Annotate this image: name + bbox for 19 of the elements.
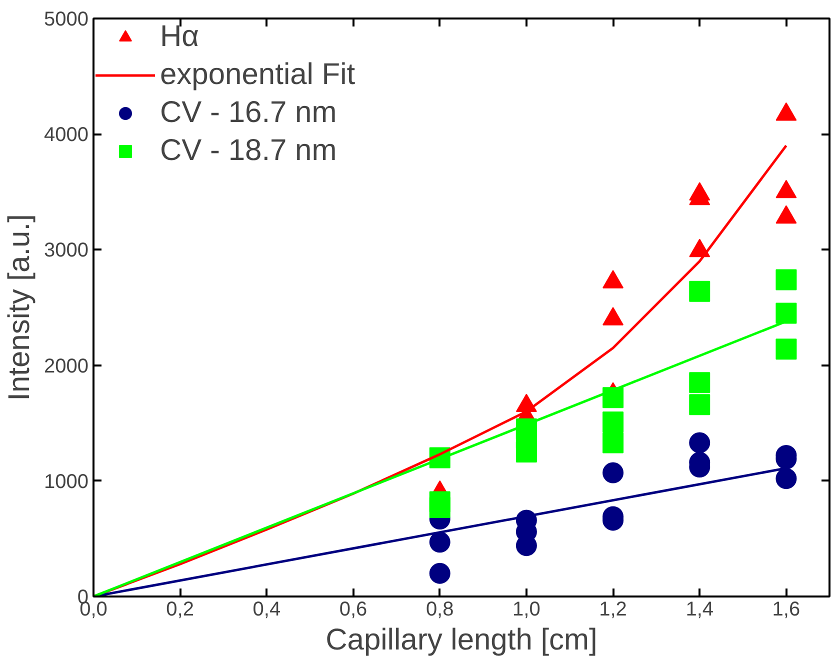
x-tick-label: 1,2 [599,598,627,620]
y-axis-title: Intensity [a.u.] [3,214,36,401]
x-tick-label: 0,8 [426,598,454,620]
legend-label: CV - 18.7 nm [160,134,337,168]
x-tick-label: 1,6 [772,598,800,620]
x-axis-title: Capillary length [cm] [326,624,598,656]
y-tick-label: 2000 [44,355,89,378]
x-tick-label: 1,4 [686,598,714,620]
legend-label: CV - 16.7 nm [160,96,337,130]
x-tick-label: 1,0 [512,598,540,620]
x-tick-label: 0,4 [252,598,281,620]
x-tick-label: 0,2 [166,598,194,620]
x-tick-label: 0,6 [339,598,368,620]
y-tick-label: 3000 [44,240,89,262]
legend-label: Hα [160,20,200,54]
y-tick-label: 4000 [44,124,89,146]
y-tick-label: 5000 [44,8,89,30]
y-tick-label: 1000 [44,470,89,493]
legend-label: exponential Fit [160,58,356,92]
